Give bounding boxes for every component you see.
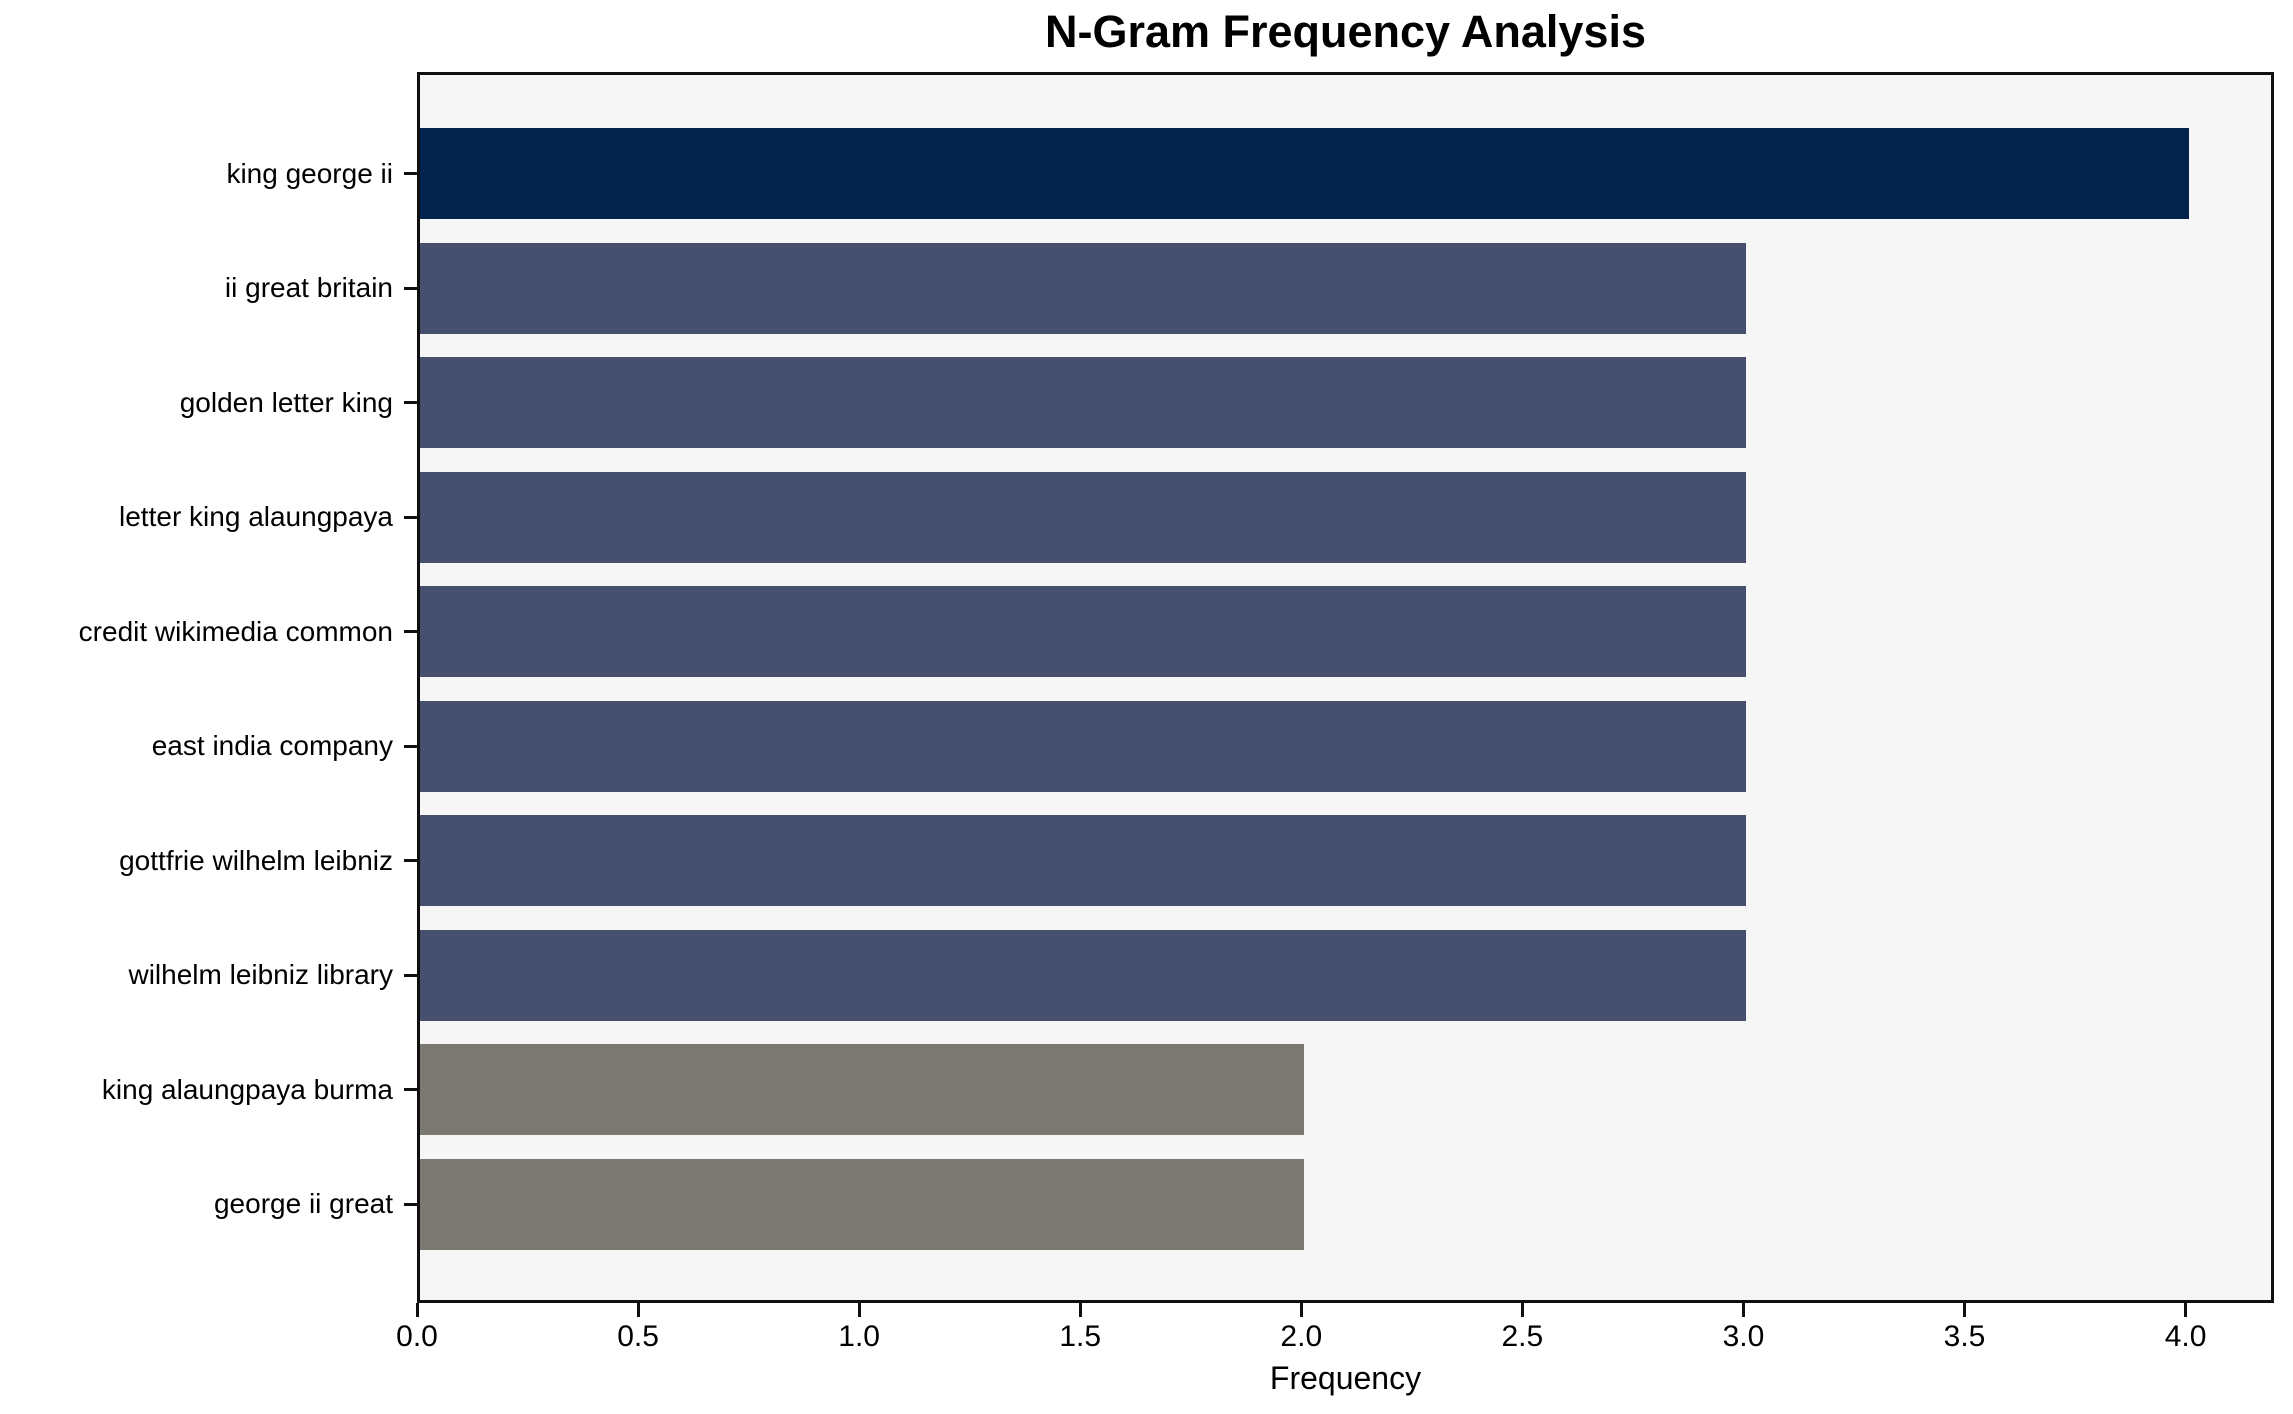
x-tick-label: 2.0 [1280, 1320, 1323, 1353]
x-tick-mark [1299, 1303, 1303, 1317]
x-tick-mark [415, 1303, 419, 1317]
y-tick-label: wilhelm leibniz library [128, 959, 393, 990]
x-axis-label: Frequency [1269, 1360, 1422, 1396]
y-tick-label: king george ii [226, 157, 393, 189]
x-tick-label: 0.5 [617, 1320, 659, 1353]
y-tick-label: golden letter king [179, 386, 393, 418]
y-tick-mark [404, 172, 417, 175]
y-tick-mark [404, 973, 417, 977]
y-tick-label: letter king alaungpaya [119, 501, 393, 532]
y-tick-label: east india company [151, 730, 393, 761]
x-tick-mark [2184, 1303, 2188, 1317]
x-tick-label: 0.0 [396, 1320, 438, 1353]
y-tick-mark [404, 744, 417, 748]
bar [420, 700, 1747, 792]
x-tick-label: 1.0 [838, 1320, 880, 1353]
bar [420, 586, 1747, 677]
x-tick-mark [1741, 1303, 1745, 1317]
x-tick-mark [636, 1303, 640, 1317]
x-tick-mark [1963, 1303, 1966, 1317]
bar [420, 1044, 1305, 1135]
bar [420, 929, 1747, 1021]
y-tick-mark [404, 1202, 417, 1206]
x-tick-label: 3.5 [1943, 1320, 1986, 1353]
y-tick-label: george ii great [213, 1188, 393, 1219]
bar [420, 1158, 1305, 1250]
y-tick-mark [404, 286, 417, 290]
y-tick-mark [404, 515, 417, 519]
x-tick-mark [857, 1303, 861, 1317]
bar [420, 815, 1747, 906]
y-tick-mark [404, 859, 417, 862]
bar [420, 471, 1747, 563]
y-tick-mark [404, 401, 417, 404]
y-tick-label: credit wikimedia common [78, 615, 393, 647]
bar [420, 242, 1747, 334]
y-tick-label: king alaungpaya burma [101, 1073, 393, 1105]
x-tick-label: 4.0 [2164, 1320, 2207, 1353]
y-tick-mark [404, 1088, 417, 1091]
y-tick-label: ii great britain [224, 272, 393, 303]
y-tick-mark [404, 630, 417, 633]
chart-title: N-Gram Frequency Analysis [1044, 6, 1647, 57]
y-tick-label: gottfrie wilhelm leibniz [119, 844, 393, 876]
bar [420, 128, 2189, 219]
x-tick-mark [1078, 1303, 1082, 1317]
x-tick-label: 3.0 [1722, 1320, 1765, 1353]
bar [420, 357, 1747, 448]
x-tick-label: 1.5 [1059, 1320, 1102, 1353]
x-tick-mark [1520, 1303, 1524, 1317]
x-tick-label: 2.5 [1501, 1320, 1544, 1353]
